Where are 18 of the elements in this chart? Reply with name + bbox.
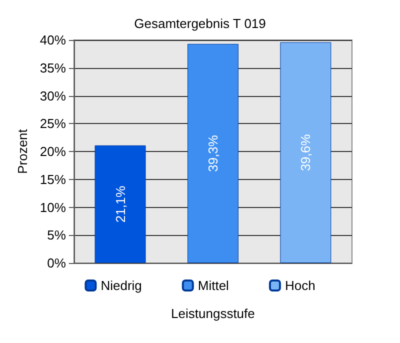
data-label: 21,1% — [112, 185, 128, 223]
data-label: 39,3% — [205, 134, 220, 172]
y-tick-label: 35% — [40, 60, 66, 76]
chart-title: Gesamtergebnis T 019 — [134, 16, 266, 31]
y-axis-title: Prozent — [15, 128, 30, 174]
y-tick-label: 30% — [40, 88, 66, 104]
y-tick-label: 15% — [40, 172, 66, 187]
legend-label: Mittel — [198, 278, 230, 293]
y-tick-label: 25% — [40, 116, 66, 132]
legend-label: Hoch — [284, 278, 316, 293]
y-tick-label: 0% — [47, 256, 66, 270]
data-label: 39,6% — [298, 134, 314, 172]
x-axis-title: Leistungsstufe — [171, 306, 255, 321]
y-tick-label: 20% — [40, 144, 66, 159]
y-tick-label: 40% — [40, 32, 66, 48]
legend-label: Niedrig — [100, 278, 142, 293]
y-tick-label: 5% — [47, 228, 66, 243]
y-tick-label: 10% — [40, 200, 66, 215]
